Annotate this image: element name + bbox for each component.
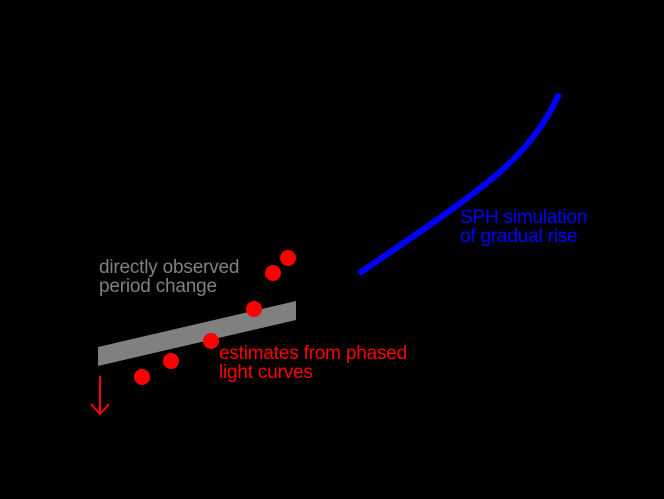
simulation-label-line2: of gradual rise (460, 226, 578, 247)
observed-period-band (98, 301, 296, 366)
simulation-label-line1: SPH simulation (460, 207, 588, 228)
sph-simulation-curve (358, 93, 561, 275)
estimates-label-line2: light curves (219, 362, 313, 383)
data-point (246, 301, 262, 317)
estimates-label: estimates from phased light curves (219, 344, 407, 382)
estimates-label-line1: estimates from phased (219, 343, 407, 364)
data-point (163, 353, 179, 369)
data-point (134, 369, 150, 385)
estimate-points (134, 250, 296, 385)
observed-label-line2: period change (99, 276, 217, 297)
data-point (203, 333, 219, 349)
upper-limit-arrow-icon (90, 376, 110, 416)
data-point (280, 250, 296, 266)
observed-label-line1: directly observed (99, 257, 240, 278)
observed-band-label: directly observed period change (99, 258, 239, 296)
simulation-label: SPH simulation of gradual rise (460, 208, 587, 246)
data-point (265, 265, 281, 281)
